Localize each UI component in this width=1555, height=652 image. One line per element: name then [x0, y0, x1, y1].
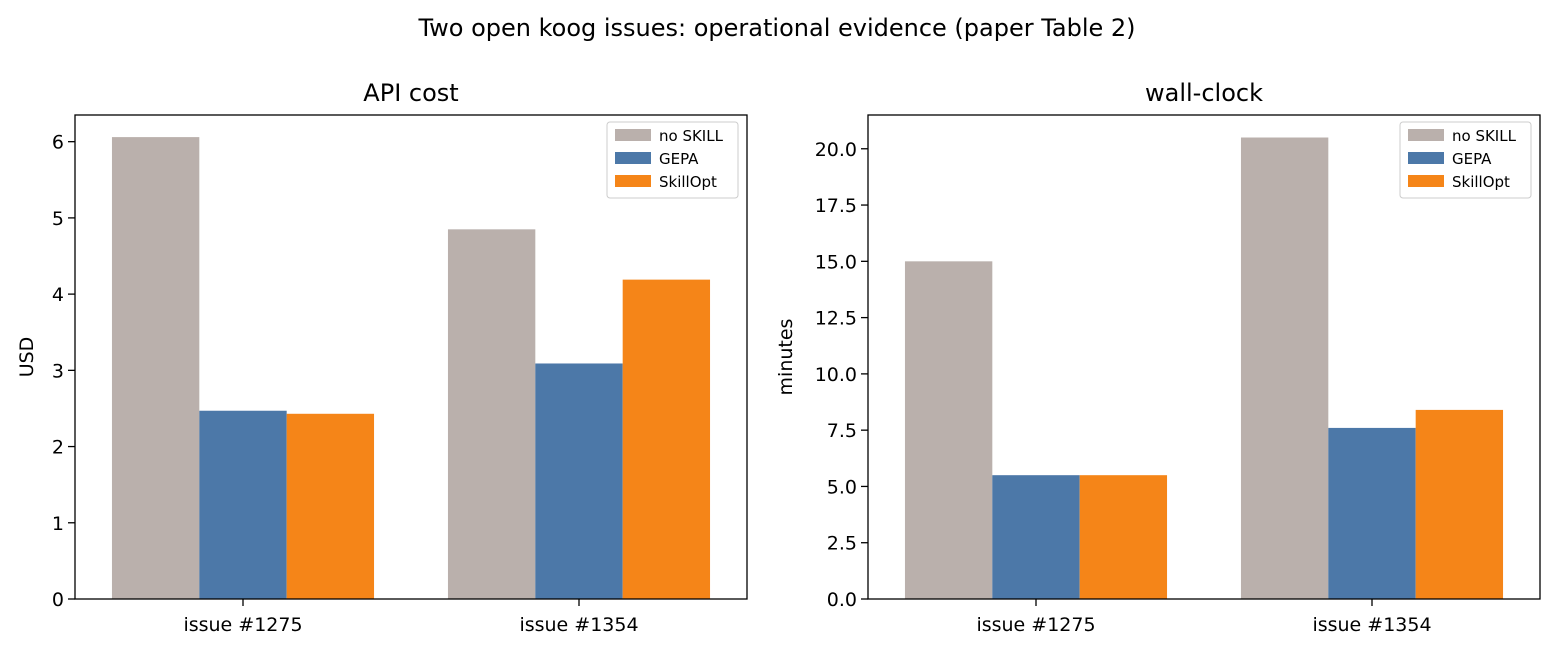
chart-wall-clock: 0.0 2.5 5.0 7.5 10.0 12.5 15.0 17.5 20.0 issue #1…	[775, 79, 1541, 636]
chart0-legend-label: GEPA	[659, 150, 699, 168]
chart0-bar-no-skill-1	[111, 137, 200, 599]
chart1-title: wall-clock	[1145, 79, 1263, 107]
chart1-legend-swatch	[1408, 152, 1444, 164]
chart1-y-axis-label: minutes	[775, 319, 797, 396]
chart1-legend-label: no SKILL	[1452, 127, 1517, 145]
chart0-bar-no-skill-2	[447, 229, 536, 600]
chart0-legend-swatch	[615, 129, 651, 141]
chart1-y-tick-label: 7.5	[827, 420, 857, 442]
chart0-y-tick-label: 4	[52, 284, 64, 306]
chart1-y-tick-label: 5.0	[827, 476, 857, 498]
chart1-legend-label: GEPA	[1452, 150, 1492, 168]
chart1-y-tick-label: 12.5	[815, 308, 857, 330]
chart1-x-tick-label: issue #1354	[1312, 614, 1431, 636]
chart0-legend-label: SkillOpt	[659, 173, 717, 191]
chart0-bar-gepa-1	[199, 410, 287, 599]
chart1-legend-swatch	[1408, 129, 1444, 141]
chart0-x-tick-label: issue #1354	[519, 614, 638, 636]
chart1-axes-frame	[867, 114, 1541, 600]
chart1-y-tick-label: 10.0	[815, 364, 857, 386]
chart0-y-tick-label: 2	[52, 437, 64, 459]
chart1-y-tick-label: 15.0	[815, 251, 857, 273]
chart1-y-tick-label: 20.0	[815, 139, 857, 161]
chart1-legend-swatch	[1408, 175, 1444, 187]
chart0-legend-swatch	[615, 152, 651, 164]
chart0-axes-frame	[74, 114, 748, 600]
chart0-bar-skillopt-1	[286, 413, 375, 599]
chart0-y-tick-label: 6	[52, 132, 64, 154]
chart0-y-tick-label: 1	[52, 513, 64, 535]
chart0-y-tick-label: 3	[52, 360, 64, 382]
chart1-bar-gepa-1	[992, 475, 1080, 599]
chart0-y-tick-label: 5	[52, 208, 64, 230]
figure-title: Two open koog issues: operational eviden…	[417, 14, 1135, 42]
chart1-bar-gepa-2	[1328, 427, 1416, 599]
chart0-bar-skillopt-2	[622, 279, 711, 599]
chart0-y-axis-label: USD	[16, 337, 38, 378]
chart0-y-tick-label: 0	[52, 589, 64, 611]
chart1-bar-skillopt-2	[1415, 409, 1504, 599]
chart0-x-tick-label: issue #1275	[183, 614, 302, 636]
chart1-bar-no-skill-1	[904, 261, 993, 599]
chart1-y-tick-label: 2.5	[827, 533, 857, 555]
chart0-title: API cost	[363, 79, 458, 107]
chart1-legend-label: SkillOpt	[1452, 173, 1510, 191]
chart1-x-tick-label: issue #1275	[976, 614, 1095, 636]
chart1-bar-no-skill-2	[1240, 137, 1329, 599]
chart1-bar-skillopt-1	[1079, 475, 1168, 599]
chart0-legend-swatch	[615, 175, 651, 187]
chart1-y-tick-label: 17.5	[815, 195, 857, 217]
chart-api-cost: 0 1 2 3 4 5 6 issue #1275 issue #1354 API cost USD…	[16, 79, 748, 636]
chart0-legend-label: no SKILL	[659, 127, 724, 145]
chart0-bar-gepa-2	[535, 363, 623, 599]
chart1-y-tick-label: 0.0	[827, 589, 857, 611]
